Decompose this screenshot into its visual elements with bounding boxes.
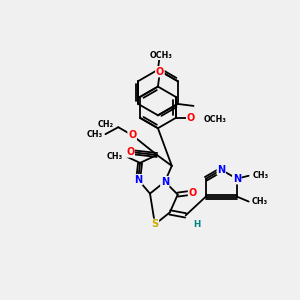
Text: N: N bbox=[233, 174, 241, 184]
Text: OCH₃: OCH₃ bbox=[204, 115, 226, 124]
Text: S: S bbox=[152, 219, 158, 229]
Text: H: H bbox=[193, 220, 200, 229]
Text: CH₃: CH₃ bbox=[107, 152, 123, 161]
Text: CH₃: CH₃ bbox=[86, 130, 102, 139]
Text: N: N bbox=[161, 177, 169, 187]
Text: N: N bbox=[134, 175, 142, 185]
Text: O: O bbox=[156, 67, 164, 77]
Text: CH₃: CH₃ bbox=[253, 171, 269, 180]
Text: O: O bbox=[126, 147, 134, 157]
Text: CH₂: CH₂ bbox=[97, 120, 113, 129]
Text: N: N bbox=[217, 165, 225, 175]
Text: O: O bbox=[128, 130, 136, 140]
Text: CH₃: CH₃ bbox=[252, 197, 268, 206]
Text: O: O bbox=[188, 188, 197, 198]
Text: O: O bbox=[187, 113, 195, 123]
Text: OCH₃: OCH₃ bbox=[149, 51, 172, 60]
